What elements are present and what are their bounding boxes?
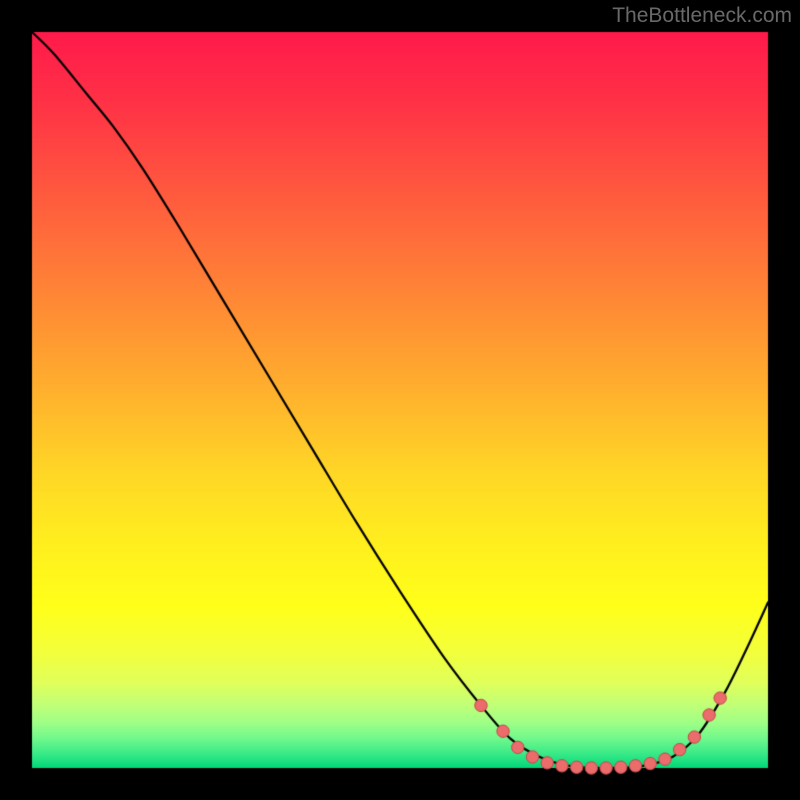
bottleneck-curve-chart: [0, 0, 800, 800]
chart-stage: TheBottleneck.com: [0, 0, 800, 800]
watermark-text: TheBottleneck.com: [612, 4, 792, 28]
